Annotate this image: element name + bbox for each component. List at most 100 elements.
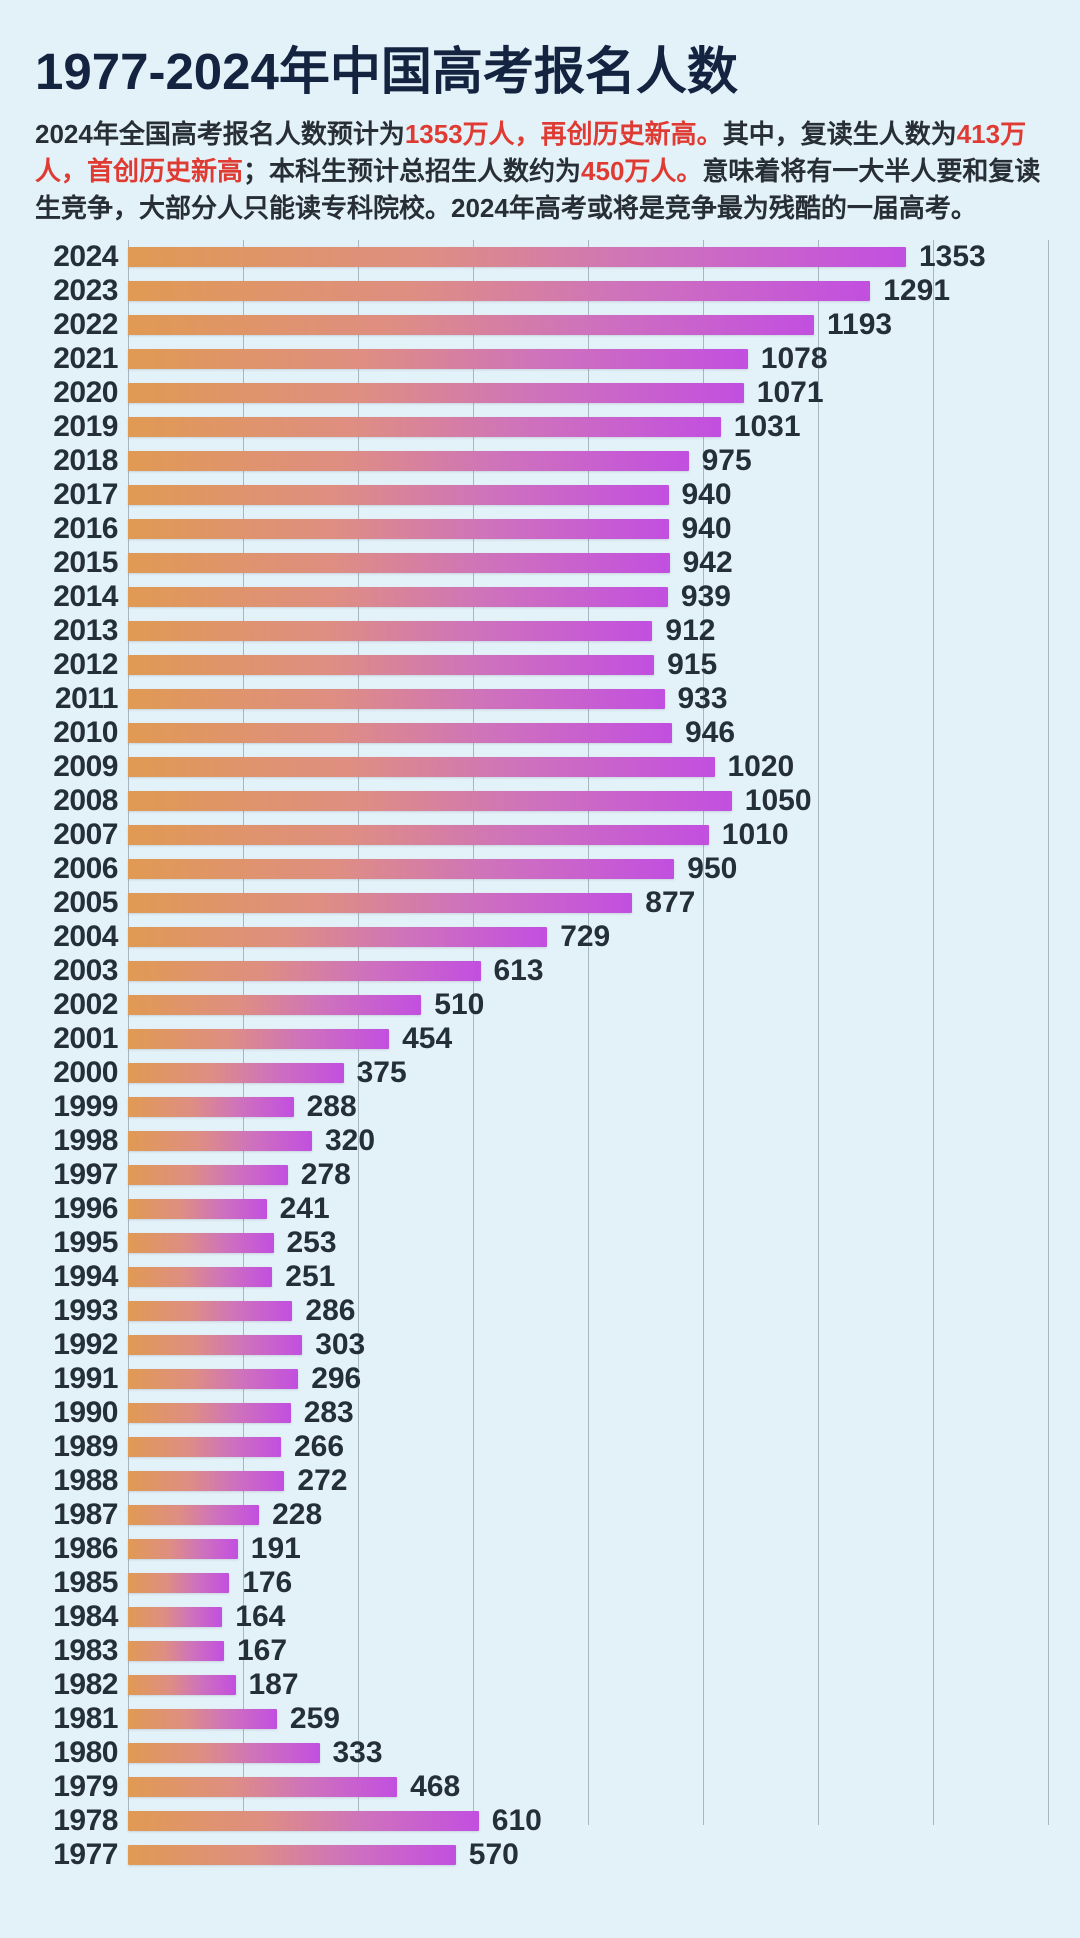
- bar-track: 950: [128, 852, 1080, 886]
- year-label: 1990: [53, 1396, 118, 1429]
- bar: [128, 1233, 274, 1253]
- year-label: 1989: [53, 1430, 118, 1463]
- bar-track: 1353: [128, 240, 1080, 274]
- value-label: 272: [297, 1464, 348, 1497]
- bar-track: 1010: [128, 818, 1080, 852]
- gridline-x-1000: [703, 240, 704, 1825]
- chart-row: 1992 303: [0, 1328, 1080, 1362]
- bar-track: 877: [128, 886, 1080, 920]
- chart-row: 1985 176: [0, 1566, 1080, 1600]
- bar-track: 286: [128, 1294, 1080, 1328]
- bar: [128, 1267, 273, 1287]
- chart-rows: 2024 1353 2023 1291 2022 1193 2021 1078 2020 1071…: [0, 240, 1080, 1871]
- chart-row: 1981 259: [0, 1702, 1080, 1736]
- bar: [128, 1097, 294, 1117]
- value-label: 296: [311, 1362, 362, 1395]
- chart-row: 2012 915: [0, 648, 1080, 682]
- year-label: 2015: [53, 546, 118, 579]
- chart-row: 2015 942: [0, 546, 1080, 580]
- value-label: 613: [493, 954, 544, 987]
- bar: [128, 1335, 303, 1355]
- year-label: 1999: [53, 1090, 118, 1123]
- bar-track: 228: [128, 1498, 1080, 1532]
- year-label: 1991: [53, 1362, 118, 1395]
- value-label: 1010: [721, 818, 789, 851]
- year-label: 1985: [53, 1566, 118, 1599]
- bar: [128, 519, 669, 539]
- chart-row: 2018 975: [0, 444, 1080, 478]
- value-label: 259: [289, 1702, 340, 1735]
- year-label: 1997: [53, 1158, 118, 1191]
- value-label: 333: [332, 1736, 383, 1769]
- value-label: 933: [677, 682, 728, 715]
- value-label: 303: [315, 1328, 366, 1361]
- year-label: 2014: [53, 580, 118, 613]
- gridline-x-1200: [818, 240, 819, 1825]
- bar: [128, 1505, 260, 1525]
- year-label: 1980: [53, 1736, 118, 1769]
- bar-track: 303: [128, 1328, 1080, 1362]
- gridline-x-600: [473, 240, 474, 1825]
- chart-row: 2011 933: [0, 682, 1080, 716]
- year-label: 1982: [53, 1668, 118, 1701]
- value-label: 454: [402, 1022, 453, 1055]
- year-label: 2012: [53, 648, 118, 681]
- bar: [128, 417, 721, 437]
- value-label: 266: [294, 1430, 345, 1463]
- value-label: 940: [681, 478, 732, 511]
- value-label: 278: [300, 1158, 351, 1191]
- bar-track: 1078: [128, 342, 1080, 376]
- bar: [128, 1641, 224, 1661]
- year-label: 1992: [53, 1328, 118, 1361]
- value-label: 286: [305, 1294, 356, 1327]
- chart-row: 1999 288: [0, 1090, 1080, 1124]
- bar-track: 176: [128, 1566, 1080, 1600]
- chart-row: 2007 1010: [0, 818, 1080, 852]
- bar-track: 375: [128, 1056, 1080, 1090]
- bar: [128, 587, 668, 607]
- bar-track: 191: [128, 1532, 1080, 1566]
- bar-track: 296: [128, 1362, 1080, 1396]
- bar: [128, 689, 665, 709]
- year-label: 2008: [53, 784, 118, 817]
- chart-row: 2023 1291: [0, 274, 1080, 308]
- value-label: 241: [279, 1192, 330, 1225]
- subtitle-segment-highlight: 1353万人，再创历史新高。: [404, 119, 723, 150]
- year-label: 1995: [53, 1226, 118, 1259]
- chart-row: 2014 939: [0, 580, 1080, 614]
- bar: [128, 995, 422, 1015]
- bar: [128, 1709, 277, 1729]
- bar: [128, 893, 633, 913]
- chart-row: 1987 228: [0, 1498, 1080, 1532]
- bar-track: 288: [128, 1090, 1080, 1124]
- year-label: 2019: [53, 410, 118, 443]
- year-label: 1979: [53, 1770, 118, 1803]
- year-label: 2024: [53, 240, 118, 273]
- chart-row: 1978 610: [0, 1804, 1080, 1838]
- bar-track: 187: [128, 1668, 1080, 1702]
- bar: [128, 247, 906, 267]
- value-label: 253: [286, 1226, 337, 1259]
- bar: [128, 825, 709, 845]
- bar-track: 468: [128, 1770, 1080, 1804]
- bar: [128, 961, 481, 981]
- value-label: 187: [248, 1668, 299, 1701]
- chart-row: 2009 1020: [0, 750, 1080, 784]
- bar: [128, 1369, 299, 1389]
- year-label: 2003: [53, 954, 118, 987]
- subtitle-paragraph: 2024年全国高考报名人数预计为1353万人，再创历史新高。其中，复读生人数为4…: [35, 116, 1047, 227]
- bar: [128, 757, 715, 777]
- year-label: 1981: [53, 1702, 118, 1735]
- bar: [128, 485, 669, 505]
- bar: [128, 1743, 320, 1763]
- bar-track: 278: [128, 1158, 1080, 1192]
- value-label: 191: [250, 1532, 301, 1565]
- bar: [128, 1199, 267, 1219]
- year-label: 2006: [53, 852, 118, 885]
- chart-row: 1989 266: [0, 1430, 1080, 1464]
- year-label: 1984: [53, 1600, 118, 1633]
- year-label: 2011: [54, 682, 119, 715]
- chart-row: 2002 510: [0, 988, 1080, 1022]
- bar-track: 729: [128, 920, 1080, 954]
- year-label: 2007: [53, 818, 118, 851]
